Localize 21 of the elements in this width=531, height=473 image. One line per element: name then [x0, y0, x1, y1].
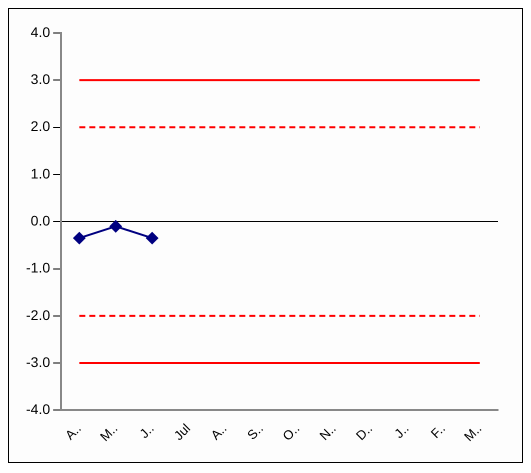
y-tick-label: -4.0	[26, 401, 50, 418]
y-tick-label: -3.0	[26, 354, 50, 370]
x-tick-label: A..	[62, 420, 84, 443]
x-tick-label: Jul	[170, 420, 194, 444]
x-tick-label: O..	[280, 420, 302, 444]
x-tick-label: N..	[316, 420, 339, 444]
x-tick-label: M..	[461, 420, 484, 444]
y-tick-label: 4.0	[30, 24, 50, 40]
y-tick-label: -1.0	[26, 260, 50, 276]
y-tick-label: 3.0	[30, 71, 50, 88]
y-tick-label: -2.0	[26, 306, 50, 323]
x-tick-label: D..	[352, 420, 376, 444]
y-tick-label: 1.0	[30, 165, 50, 182]
x-tick-label: A..	[208, 420, 230, 443]
x-tick-label: J..	[136, 420, 157, 442]
x-tick-label: J..	[391, 420, 412, 442]
x-tick-label: M..	[97, 420, 120, 444]
x-tick-label: F..	[428, 420, 448, 442]
y-tick-label: 2.0	[30, 118, 50, 134]
x-tick-label: S..	[244, 420, 266, 443]
y-tick-label: 0.0	[30, 212, 50, 228]
